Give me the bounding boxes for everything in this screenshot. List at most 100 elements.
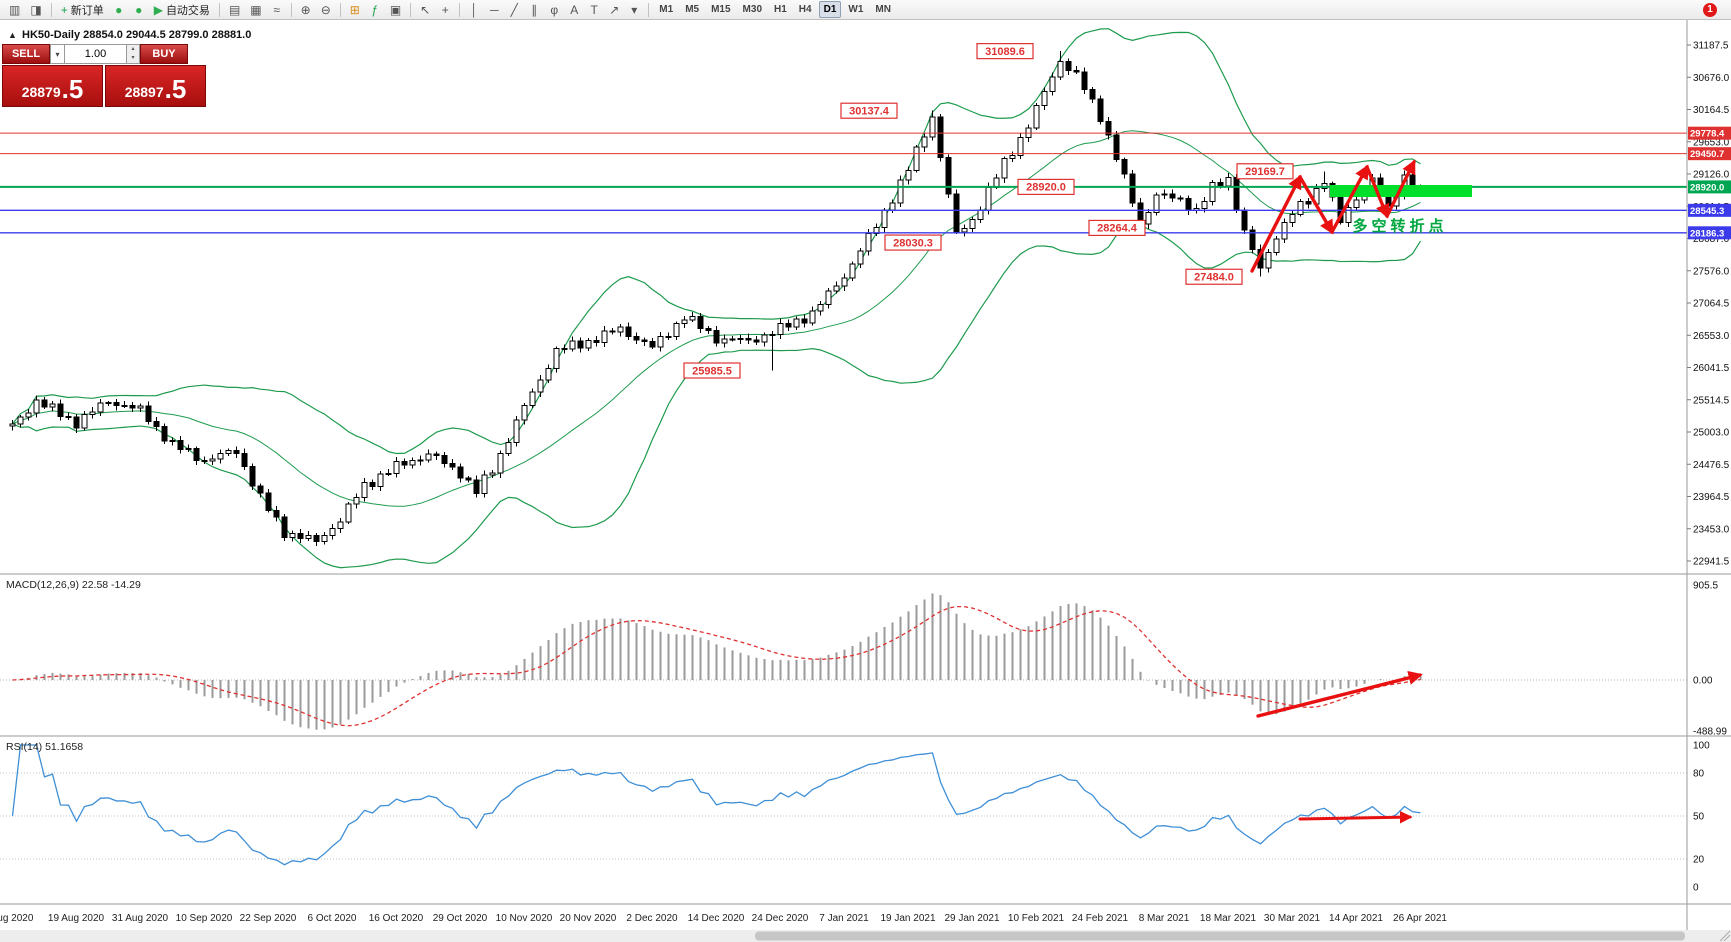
svg-text:28264.4: 28264.4 (1097, 223, 1138, 235)
turning-point-note[interactable]: 多空转折点 (1352, 217, 1447, 235)
svg-text:24476.5: 24476.5 (1693, 460, 1730, 471)
autotrading-button-label: 自动交易 (165, 4, 210, 17)
svg-text:29126.0: 29126.0 (1693, 170, 1730, 181)
svg-text:28087.0: 28087.0 (1693, 234, 1730, 245)
scrollbar-thumb[interactable] (755, 931, 1685, 941)
bar-chart-icon[interactable]: ▤ (225, 1, 244, 18)
svg-text:80: 80 (1693, 769, 1705, 780)
svg-text:0: 0 (1693, 883, 1699, 894)
svg-text:30 Mar 2021: 30 Mar 2021 (1264, 913, 1321, 924)
objects-list-icon[interactable]: ▣ (386, 1, 405, 18)
svg-text:14 Dec 2020: 14 Dec 2020 (688, 913, 745, 924)
volume-spinner[interactable]: ▴ ▾ (127, 44, 140, 64)
zoom-out-icon[interactable]: ⊖ (317, 1, 335, 18)
svg-text:25003.0: 25003.0 (1693, 428, 1730, 439)
chart-area[interactable]: 31089.6 30137.4 29169.7 28920.0 28264.4 28030… (0, 20, 1731, 942)
autotrading-button[interactable]: ▶ 自动交易 (150, 1, 214, 18)
horizontal-line-icon[interactable]: ─ (485, 1, 503, 18)
svg-text:31 Aug 2020: 31 Aug 2020 (112, 913, 169, 924)
macd-arrow[interactable] (1256, 670, 1423, 718)
svg-text:28920.0: 28920.0 (1026, 182, 1066, 194)
svg-text:22 Sep 2020: 22 Sep 2020 (240, 913, 297, 924)
timeframe-w1[interactable]: W1 (848, 4, 864, 15)
timeframe-m15[interactable]: M15 (711, 4, 731, 15)
chart-profile-icon[interactable]: ◨ (26, 1, 45, 18)
text-icon[interactable]: A (565, 1, 583, 18)
new-order-button[interactable]: + 新订单 (57, 1, 108, 18)
market-watch-icon[interactable]: ● (110, 1, 128, 18)
svg-text:28545.3: 28545.3 (1690, 206, 1724, 217)
crosshair-icon: + (441, 2, 449, 17)
candlestick-chart-icon[interactable]: ▦ (246, 1, 265, 18)
new-chart-icon[interactable]: ▥ (5, 1, 24, 18)
channel-icon[interactable]: ∥ (525, 1, 543, 18)
one-click-collapse-icon[interactable]: ▲ (8, 30, 17, 40)
sell-price[interactable]: 28879 .5 (2, 65, 103, 107)
macd-indicator (0, 593, 1687, 730)
svg-text:19 Jan 2021: 19 Jan 2021 (880, 913, 935, 924)
svg-text:31089.6: 31089.6 (985, 46, 1025, 58)
cursor-icon[interactable]: ↖ (416, 1, 434, 18)
timeframe-h4[interactable]: H4 (798, 4, 812, 15)
timeframe-mn[interactable]: MN (875, 4, 891, 15)
toolbar-separator (218, 2, 220, 17)
caret-down-icon[interactable]: ▾ (131, 55, 135, 61)
new-chart-icon: ▥ (9, 2, 21, 17)
objects-list-icon: ▣ (389, 2, 402, 17)
svg-text:30164.5: 30164.5 (1693, 105, 1730, 116)
arrows-icon: ↗ (609, 2, 620, 17)
svg-text:22941.5: 22941.5 (1693, 557, 1730, 568)
timeframe-m30[interactable]: M30 (742, 4, 762, 15)
svg-text:-488.99: -488.99 (1693, 727, 1727, 738)
chevron-down-icon: ▾ (55, 49, 60, 59)
resize-grip[interactable] (1719, 930, 1731, 942)
trend-arrows[interactable] (1250, 159, 1423, 824)
arrows-icon[interactable]: ↗ (605, 1, 623, 18)
svg-text:905.5: 905.5 (1693, 581, 1718, 592)
vertical-line-icon[interactable]: │ (465, 1, 483, 18)
svg-text:24 Feb 2021: 24 Feb 2021 (1072, 913, 1129, 924)
timeframe-m1[interactable]: M1 (659, 4, 674, 15)
cursor-icon: ↖ (420, 2, 431, 17)
timeframe-h1[interactable]: H1 (774, 4, 787, 15)
fibonacci-icon[interactable]: φ (545, 1, 563, 18)
tile-windows-icon[interactable]: ⊞ (346, 1, 364, 18)
indicators-icon: ƒ (371, 2, 379, 17)
rsi-arrow[interactable] (1298, 810, 1413, 824)
svg-text:25514.5: 25514.5 (1693, 395, 1730, 406)
svg-text:23453.0: 23453.0 (1693, 524, 1730, 535)
timeframe-m5[interactable]: M5 (685, 4, 700, 15)
buy-price[interactable]: 28897 .5 (105, 65, 206, 107)
trendline-icon[interactable]: ╱ (505, 1, 523, 18)
new-order-button: + (60, 2, 68, 17)
price-axis: 31187.530676.030164.529653.029126.028614… (1686, 20, 1731, 930)
buy-button[interactable]: BUY (140, 44, 188, 64)
svg-text:27576.0: 27576.0 (1693, 266, 1730, 277)
svg-text:29169.7: 29169.7 (1245, 166, 1285, 178)
order-type-dropdown[interactable]: ▾ (50, 44, 65, 64)
timeframe-d1[interactable]: D1 (818, 1, 842, 18)
volume-input[interactable]: 1.00 (65, 44, 127, 64)
chevron-down-icon[interactable]: ▾ (625, 1, 643, 18)
text-icon: A (570, 2, 579, 17)
svg-text:28030.3: 28030.3 (893, 237, 933, 249)
zoom-in-icon[interactable]: ⊕ (297, 1, 315, 18)
crosshair-icon[interactable]: + (436, 1, 454, 18)
data-refresh-icon[interactable]: ● (130, 1, 148, 18)
zoom-out-icon: ⊖ (320, 2, 331, 17)
svg-text:29778.4: 29778.4 (1690, 129, 1725, 140)
indicators-icon[interactable]: ƒ (366, 1, 384, 18)
macd-label: MACD(12,26,9) 22.58 -14.29 (6, 579, 141, 591)
svg-text:29 Jan 2021: 29 Jan 2021 (944, 913, 999, 924)
svg-text:24 Dec 2020: 24 Dec 2020 (752, 913, 809, 924)
line-chart-icon[interactable]: ≈ (268, 1, 286, 18)
label-icon[interactable]: T (585, 1, 603, 18)
sell-button[interactable]: SELL (2, 44, 50, 64)
svg-text:25985.5: 25985.5 (692, 365, 732, 377)
caret-up-icon[interactable]: ▴ (131, 46, 135, 52)
svg-text:31187.5: 31187.5 (1693, 41, 1729, 52)
price-callouts[interactable]: 31089.6 30137.4 29169.7 28920.0 28264.4 28030… (683, 43, 1294, 379)
notifications-badge[interactable]: 1 (1703, 2, 1717, 17)
channel-icon: ∥ (531, 2, 538, 17)
svg-text:100: 100 (1693, 741, 1710, 752)
